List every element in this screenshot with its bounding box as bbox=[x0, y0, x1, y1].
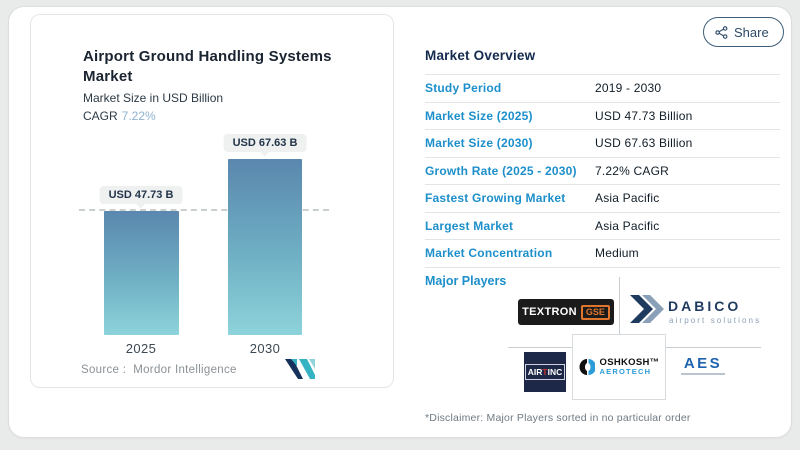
oshkosh-aerotech-logo: OSHKOSH™ AeroTech bbox=[572, 334, 666, 400]
cagr-label: CAGR bbox=[83, 109, 118, 123]
row-value: 7.22% CAGR bbox=[595, 163, 670, 178]
row-value: Asia Pacific bbox=[595, 191, 660, 206]
table-row: Fastest Growing Market Asia Pacific bbox=[425, 184, 780, 212]
mordor-intelligence-logo-icon bbox=[285, 359, 315, 379]
table-row: Study Period 2019 - 2030 bbox=[425, 74, 780, 102]
dabico-logo-text: DABICO bbox=[668, 298, 742, 314]
row-label: Fastest Growing Market bbox=[425, 191, 566, 206]
row-label: Market Size (2030) bbox=[425, 136, 533, 151]
bar-value-text: USD 47.73 B bbox=[108, 188, 174, 201]
table-row: Market Size (2030) USD 67.63 Billion bbox=[425, 129, 780, 157]
aerotech-logo-text: AeroTech bbox=[599, 367, 652, 377]
chart-title: Airport Ground Handling Systems Market bbox=[83, 48, 332, 86]
row-value: USD 47.73 Billion bbox=[595, 108, 693, 123]
players-vertical-divider bbox=[619, 277, 620, 348]
aes-tagline-bar bbox=[681, 373, 725, 375]
source-line: Source : Mordor Intelligence bbox=[81, 364, 237, 376]
chart-subtitle: Market Size in USD Billion bbox=[83, 91, 224, 105]
row-value: 2019 - 2030 bbox=[595, 81, 662, 96]
row-label: Largest Market bbox=[425, 218, 514, 233]
oshkosh-logo-text: OSHKOSH™ bbox=[599, 356, 660, 368]
bar-2025 bbox=[104, 210, 179, 335]
share-button-label: Share bbox=[734, 24, 769, 40]
dabico-logo: DABICO airport solutions bbox=[630, 292, 785, 334]
major-players-label: Major Players bbox=[425, 274, 507, 288]
chart-card: Airport Ground Handling Systems Market M… bbox=[30, 14, 394, 388]
source-label: Source : bbox=[81, 364, 127, 376]
x-tick-2030: 2030 bbox=[249, 341, 281, 356]
row-label: Study Period bbox=[425, 81, 502, 96]
bar-value-label-2030: USD 67.63 B bbox=[223, 134, 307, 157]
gse-badge: GSE bbox=[580, 304, 610, 320]
row-value: Asia Pacific bbox=[595, 218, 660, 233]
aes-logo-text: AES bbox=[683, 355, 723, 372]
row-value: Medium bbox=[595, 246, 639, 261]
row-label: Market Size (2025) bbox=[425, 108, 533, 123]
dabico-chevron-icon bbox=[630, 295, 664, 323]
reference-dashed-line bbox=[79, 208, 329, 211]
share-icon bbox=[715, 25, 728, 39]
overview-title: Market Overview bbox=[425, 48, 536, 63]
air-t-inc-logo: AIRTINC bbox=[524, 352, 566, 392]
table-row: Market Size (2025) USD 47.73 Billion bbox=[425, 101, 780, 130]
bar-value-label-2025: USD 47.73 B bbox=[99, 185, 183, 209]
bar-2030 bbox=[228, 159, 302, 335]
share-button[interactable]: Share bbox=[703, 17, 784, 47]
cagr-value: 7.22% bbox=[121, 109, 156, 123]
air-t-inc-logo-text: AIRTINC bbox=[524, 364, 566, 380]
source-value: Mordor Intelligence bbox=[133, 364, 237, 376]
bar-value-text: USD 67.63 B bbox=[232, 137, 298, 150]
bar-chart: USD 47.73 B USD 67.63 B bbox=[31, 134, 393, 335]
disclaimer-text: *Disclaimer: Major Players sorted in no … bbox=[425, 412, 691, 424]
textron-logo-text: TEXTRON bbox=[522, 306, 577, 318]
row-label: Market Concentration bbox=[425, 246, 553, 261]
x-tick-2025: 2025 bbox=[125, 341, 157, 356]
cagr-line: CAGR 7.22% bbox=[83, 109, 156, 123]
table-row: Growth Rate (2025 - 2030) 7.22% CAGR bbox=[425, 156, 780, 185]
oshkosh-icon bbox=[579, 359, 595, 375]
aes-logo: AES bbox=[681, 356, 725, 375]
textron-gse-logo: TEXTRON GSE bbox=[518, 299, 614, 325]
row-value: USD 67.63 Billion bbox=[595, 136, 693, 151]
table-row: Market Concentration Medium bbox=[425, 239, 780, 268]
dabico-tagline: airport solutions bbox=[669, 316, 762, 325]
overview-table: Study Period 2019 - 2030 Market Size (20… bbox=[425, 74, 780, 268]
table-row: Largest Market Asia Pacific bbox=[425, 211, 780, 240]
row-label: Growth Rate (2025 - 2030) bbox=[425, 163, 577, 178]
